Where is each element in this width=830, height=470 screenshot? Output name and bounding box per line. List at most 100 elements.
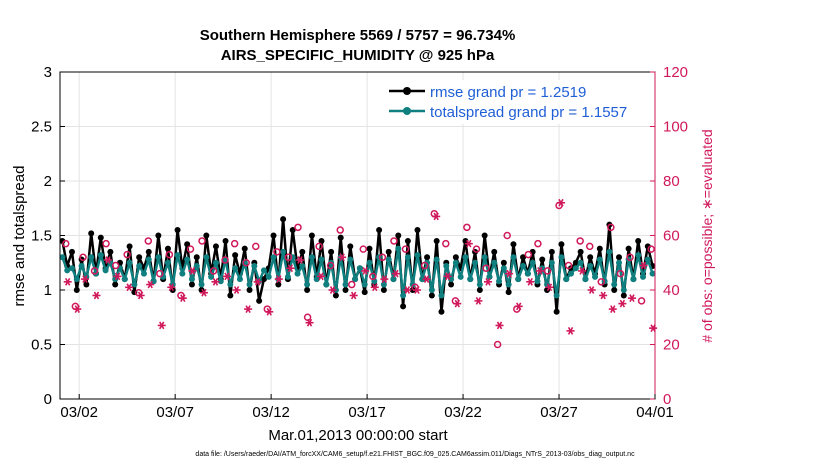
rmse-point bbox=[112, 281, 119, 288]
obs-evaluated-marker bbox=[136, 291, 145, 300]
spread-point bbox=[265, 273, 272, 280]
spread-point bbox=[145, 256, 152, 263]
obs-evaluated-marker bbox=[566, 327, 575, 335]
spread-point bbox=[616, 259, 623, 266]
obs-evaluated-marker bbox=[484, 277, 493, 286]
rmse-point bbox=[380, 287, 387, 293]
spread-point bbox=[395, 245, 402, 252]
obs-possible-marker bbox=[401, 245, 410, 253]
rmse-point bbox=[193, 254, 200, 261]
rmse-point bbox=[241, 245, 248, 252]
obs-evaluated-marker bbox=[649, 324, 658, 333]
y-axis-label: rmse and totalspread bbox=[11, 166, 28, 307]
spread-point bbox=[611, 281, 618, 288]
y-right-tick-label: 60 bbox=[663, 228, 680, 245]
obs-possible-marker bbox=[326, 261, 335, 270]
legend-box bbox=[385, 80, 650, 124]
obs-possible-marker bbox=[564, 261, 573, 270]
obs-possible-marker bbox=[284, 253, 293, 262]
obs-possible-marker bbox=[230, 239, 239, 248]
spread-point bbox=[97, 252, 104, 259]
rmse-point bbox=[414, 227, 421, 234]
obs-evaluated-marker bbox=[157, 321, 166, 330]
spread-point bbox=[515, 276, 522, 283]
obs-possible-marker bbox=[252, 242, 260, 251]
y-right-tick-label: 20 bbox=[663, 337, 680, 354]
chart-title-line1: Southern Hemisphere 5569 / 5757 = 96.734… bbox=[199, 27, 516, 44]
obs-evaluated-marker bbox=[305, 318, 314, 327]
data-file-footer: data file: /Users/raeder/DAI/ATM_forcXX/… bbox=[195, 451, 635, 458]
spread-point bbox=[577, 259, 584, 266]
obs-possible-marker bbox=[472, 245, 481, 253]
x-tick-label: 04/01 bbox=[636, 404, 674, 421]
y-tick-label: 1 bbox=[44, 282, 52, 299]
x-tick-label: 03/07 bbox=[156, 404, 194, 421]
obs-possible-marker bbox=[221, 256, 229, 264]
y-right-tick-label: 40 bbox=[663, 282, 680, 299]
spread-point bbox=[280, 248, 287, 255]
obs-evaluated-marker bbox=[587, 286, 596, 294]
y-tick-label: 0 bbox=[44, 391, 52, 408]
obs-possible-marker bbox=[463, 223, 471, 232]
obs-possible-marker bbox=[576, 237, 584, 245]
rmse-point bbox=[73, 287, 80, 293]
obs-possible-marker bbox=[144, 237, 153, 245]
rmse-point bbox=[361, 289, 368, 296]
rmse-point bbox=[318, 237, 325, 244]
spread-point bbox=[510, 254, 517, 261]
spread-point bbox=[568, 270, 575, 277]
rmse-point bbox=[395, 232, 402, 239]
spread-point bbox=[251, 263, 258, 270]
obs-possible-marker bbox=[62, 239, 70, 248]
obs-possible-marker bbox=[637, 297, 646, 305]
spread-point bbox=[164, 259, 171, 266]
obs-possible-marker bbox=[102, 239, 110, 248]
spread-point bbox=[481, 254, 488, 261]
obs-evaluated-markers bbox=[63, 198, 658, 335]
rmse-point bbox=[577, 248, 584, 255]
obs-evaluated-marker bbox=[639, 261, 648, 270]
spread-point bbox=[246, 281, 253, 288]
spread-point bbox=[587, 263, 594, 270]
spread-point bbox=[299, 263, 306, 270]
obs-possible-marker bbox=[378, 253, 387, 262]
spread-point bbox=[136, 263, 143, 270]
spread-line bbox=[61, 247, 654, 297]
obs-evaluated-marker bbox=[578, 267, 587, 275]
obs-possible-marker bbox=[647, 245, 655, 253]
obs-evaluated-marker bbox=[413, 286, 421, 294]
rmse-point bbox=[481, 232, 488, 239]
y-tick-label: 3 bbox=[44, 64, 52, 81]
obs-possible-marker bbox=[607, 223, 615, 232]
rmse-point bbox=[385, 248, 392, 255]
obs-evaluated-marker bbox=[103, 256, 112, 264]
legend: rmse grand pr = 1.2519 totalspread grand… bbox=[385, 80, 650, 124]
spread-point bbox=[121, 276, 128, 283]
rmse-point bbox=[596, 245, 603, 252]
rmse-point bbox=[83, 281, 90, 288]
spread-point bbox=[318, 256, 325, 263]
y-tick-label: 1.5 bbox=[31, 228, 52, 245]
obs-possible-marker bbox=[524, 250, 533, 259]
rmse-point bbox=[448, 281, 455, 288]
obs-possible-marker bbox=[626, 253, 634, 262]
rmse-point bbox=[332, 292, 339, 299]
obs-evaluated-marker bbox=[317, 272, 326, 281]
y-right-tick-label: 100 bbox=[663, 119, 688, 136]
rmse-point bbox=[184, 241, 191, 248]
obs-evaluated-marker bbox=[188, 267, 197, 275]
rmse-point bbox=[347, 243, 354, 250]
rmse-point bbox=[145, 248, 152, 255]
obs-evaluated-marker bbox=[403, 286, 412, 294]
spread-point bbox=[131, 281, 138, 288]
rmse-point bbox=[587, 254, 594, 261]
obs-evaluated-marker bbox=[146, 280, 155, 289]
spread-point bbox=[457, 273, 464, 280]
spread-point bbox=[500, 265, 507, 272]
spread-point bbox=[486, 273, 493, 280]
rmse-point bbox=[491, 248, 498, 255]
rmse-point bbox=[88, 230, 95, 237]
spread-point bbox=[352, 276, 359, 283]
spread-point bbox=[404, 254, 411, 261]
